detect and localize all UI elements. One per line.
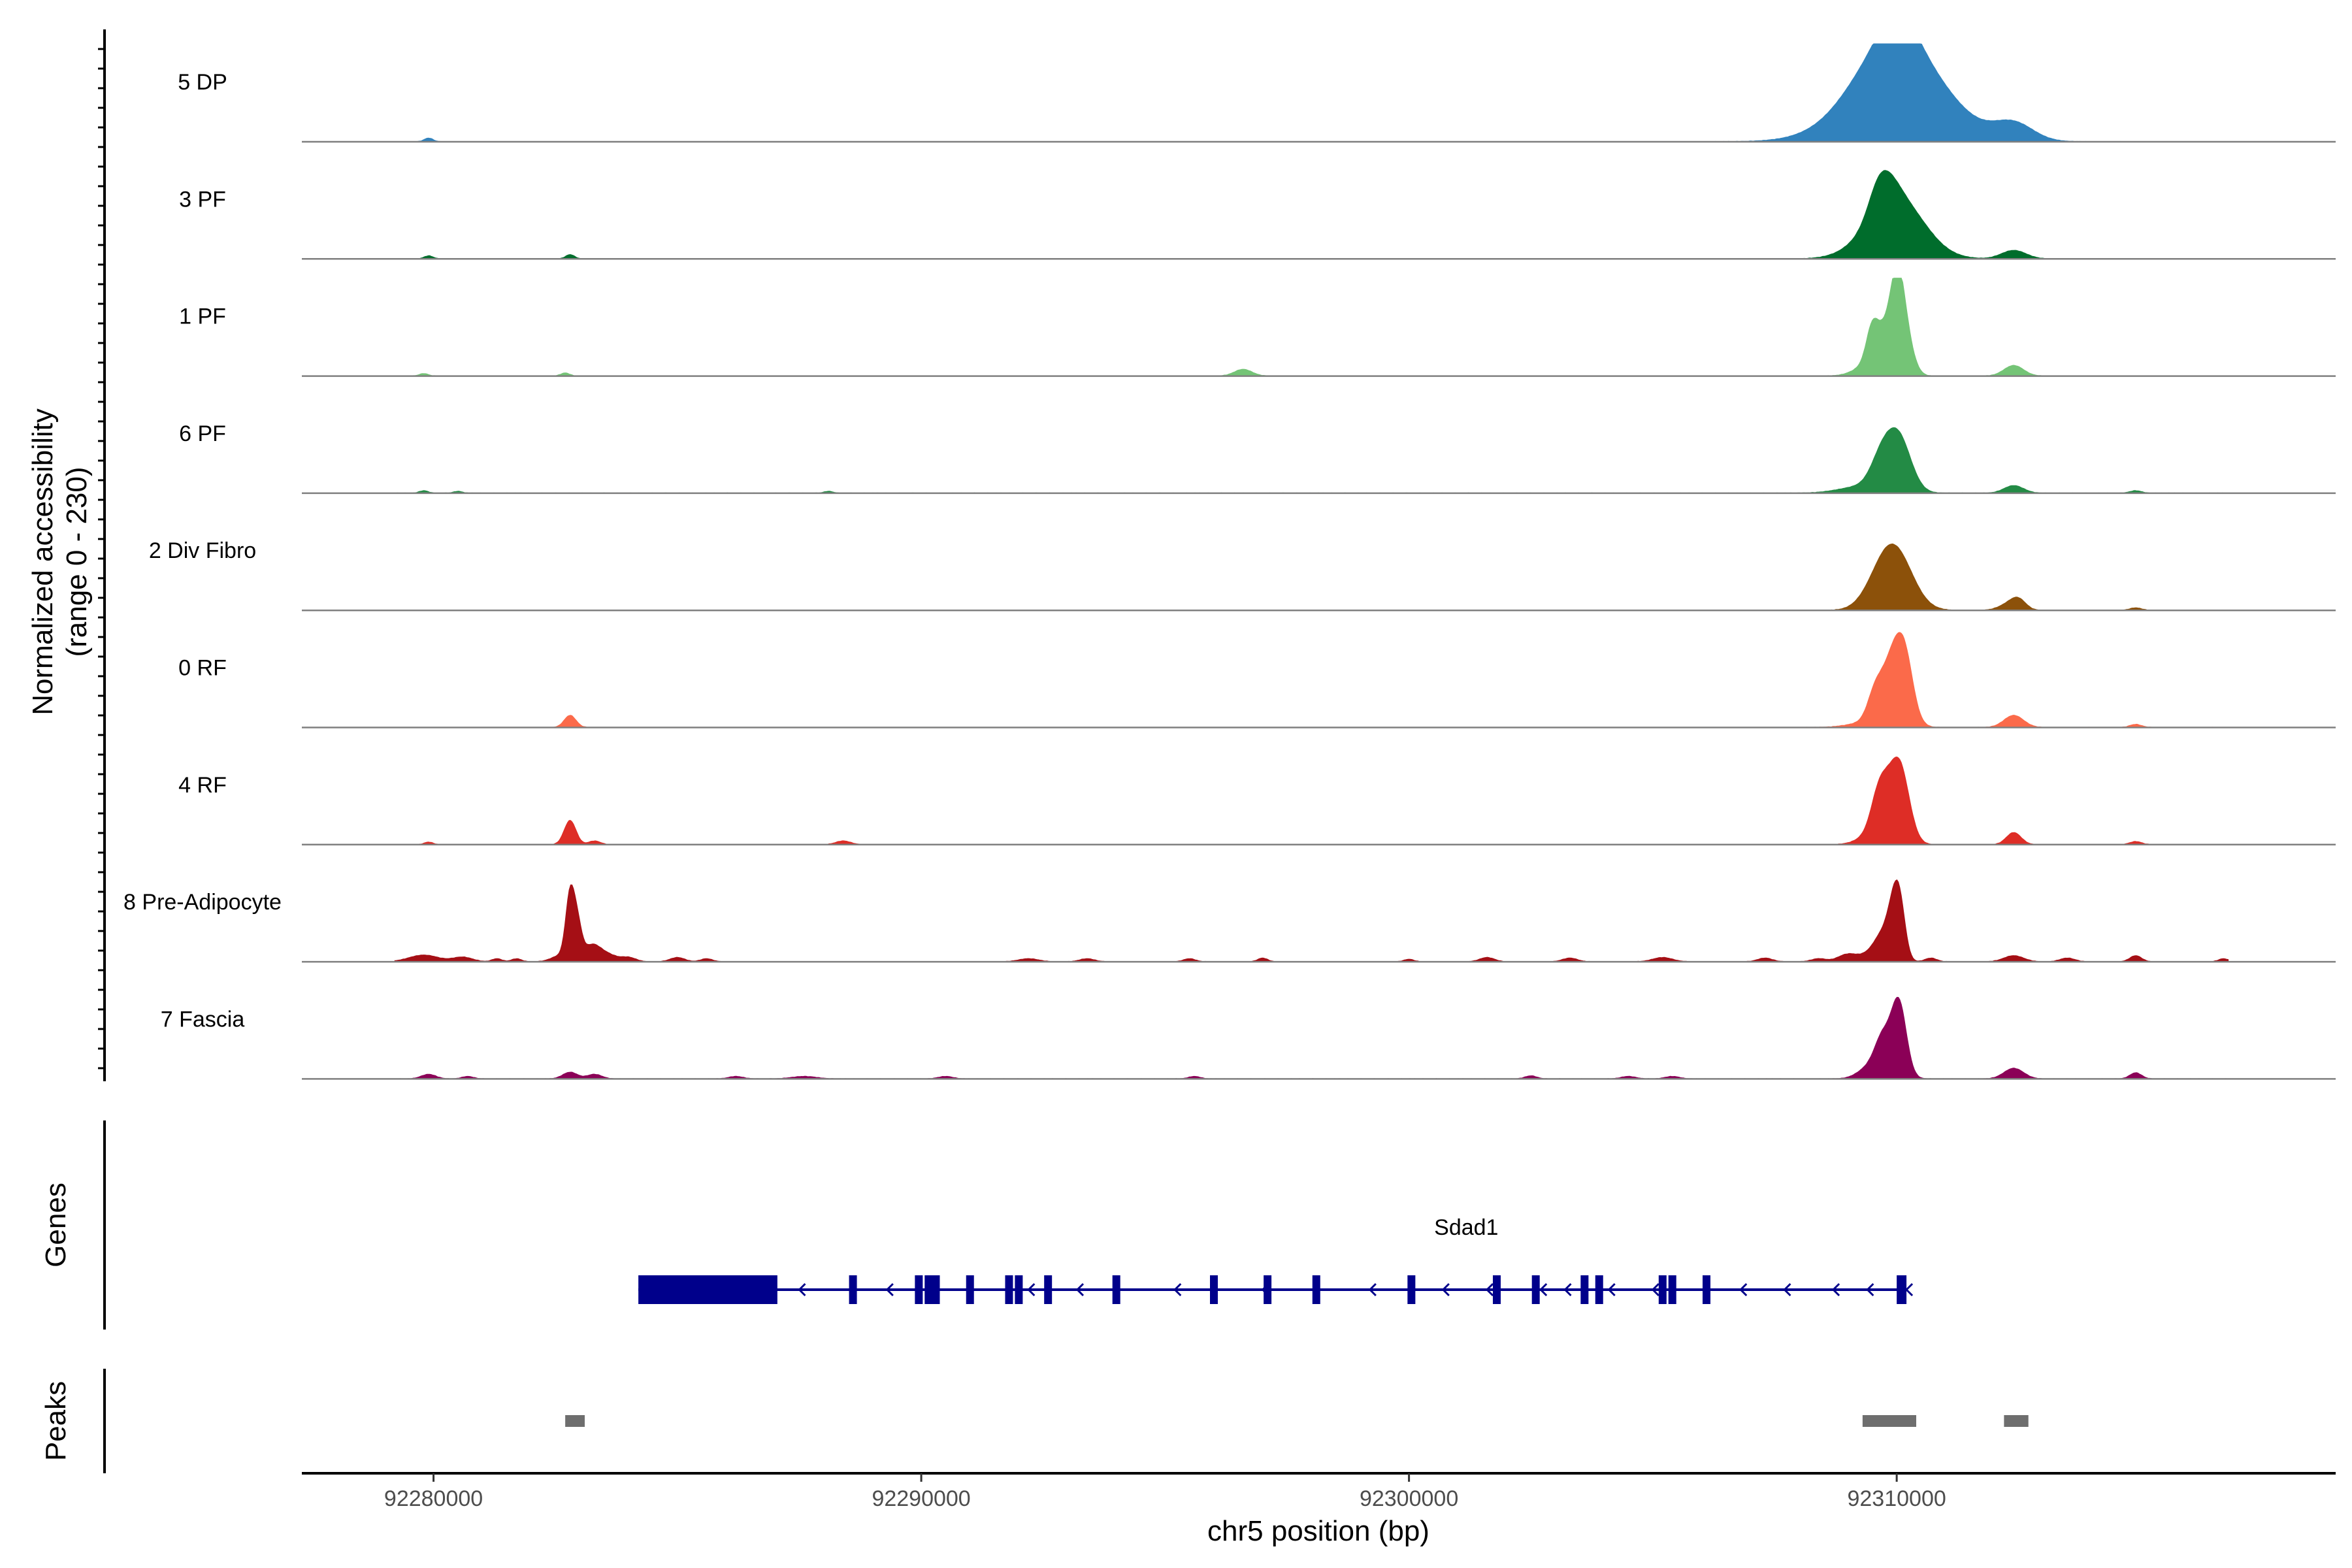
coverage-track: 4 RF bbox=[178, 756, 2336, 846]
x-axis-ticks: 92280000 92290000 92300000 92310000 bbox=[384, 1473, 1946, 1511]
gene-exon bbox=[1112, 1275, 1120, 1304]
track-label: 1 PF bbox=[179, 304, 226, 329]
strand-arrow bbox=[1607, 1282, 1616, 1297]
gene-utr-block bbox=[638, 1275, 777, 1304]
gene-exon bbox=[1209, 1275, 1218, 1304]
gene-exon bbox=[932, 1275, 940, 1304]
coverage-track: 7 Fascia bbox=[161, 996, 2336, 1080]
gene-exon bbox=[1312, 1275, 1320, 1304]
coverage-tracks: 5 DP 3 PF 1 PF 6 PF 2 Div Fibro 0 RF 4 RF 8 Pre… bbox=[123, 43, 2336, 1080]
genes-track-title: Genes bbox=[40, 1183, 72, 1267]
x-axis-title: chr5 position (bp) bbox=[1207, 1515, 1429, 1547]
gene-exon bbox=[1044, 1275, 1053, 1304]
called-peaks-track bbox=[565, 1415, 2029, 1427]
track-label: 5 DP bbox=[178, 70, 227, 95]
gene-exon bbox=[1015, 1275, 1023, 1304]
gene-exon bbox=[1668, 1275, 1676, 1304]
strand-arrow bbox=[1075, 1282, 1085, 1297]
gene-exon bbox=[1658, 1275, 1667, 1304]
track-label: 8 Pre-Adipocyte bbox=[123, 890, 282, 915]
x-tick-label: 92280000 bbox=[384, 1486, 483, 1511]
peaks-track-title: Peaks bbox=[40, 1381, 72, 1461]
strand-arrow bbox=[1904, 1282, 1914, 1297]
strand-arrow bbox=[885, 1282, 894, 1297]
strand-arrow bbox=[1563, 1282, 1572, 1297]
gene-exon bbox=[1407, 1275, 1416, 1304]
gene-exon bbox=[1580, 1275, 1589, 1304]
gene-exon bbox=[1005, 1275, 1013, 1304]
y-axis-title-line1: Normalized accessibility bbox=[27, 408, 59, 715]
gene-exon-block bbox=[1897, 1275, 1907, 1304]
coverage-track: 8 Pre-Adipocyte bbox=[123, 879, 2336, 963]
strand-arrow bbox=[1027, 1282, 1036, 1297]
track-label: 3 PF bbox=[179, 187, 226, 212]
strand-arrow bbox=[1485, 1282, 1494, 1297]
gene-exon bbox=[1492, 1275, 1501, 1304]
gene-exon bbox=[1595, 1275, 1603, 1304]
x-tick-label: 92310000 bbox=[1847, 1486, 1946, 1511]
called-peak bbox=[2004, 1415, 2029, 1427]
coverage-track: 2 Div Fibro bbox=[149, 538, 2336, 612]
track-label: 6 PF bbox=[179, 421, 226, 446]
strand-arrow bbox=[1831, 1282, 1840, 1297]
strand-arrow bbox=[1539, 1282, 1548, 1297]
strand-arrow bbox=[1441, 1282, 1450, 1297]
called-peak bbox=[1862, 1415, 1916, 1427]
track-label: 4 RF bbox=[178, 773, 227, 798]
strand-arrow bbox=[1739, 1282, 1748, 1297]
strand-arrow bbox=[1651, 1282, 1659, 1297]
gene-exon bbox=[924, 1275, 933, 1304]
gene-model: Sdad1 bbox=[638, 1215, 1914, 1304]
coverage-track: 3 PF bbox=[179, 170, 2336, 260]
strand-arrow bbox=[1173, 1282, 1182, 1297]
strand-arrow bbox=[1261, 1282, 1269, 1297]
gene-exon bbox=[1531, 1275, 1540, 1304]
strand-arrow bbox=[1368, 1282, 1377, 1297]
gene-exon bbox=[915, 1275, 923, 1304]
y-axis-title-line2: (range 0 - 230) bbox=[61, 466, 93, 657]
coverage-track: 5 DP bbox=[178, 43, 2336, 143]
gene-annotation-track: Sdad1 bbox=[638, 1215, 1914, 1304]
gene-name-label: Sdad1 bbox=[1434, 1215, 1498, 1240]
strand-arrow bbox=[798, 1282, 806, 1297]
track-label: 7 Fascia bbox=[161, 1007, 245, 1032]
called-peak bbox=[565, 1415, 585, 1427]
track-label: 2 Div Fibro bbox=[149, 538, 256, 563]
gene-exon bbox=[1702, 1275, 1710, 1304]
x-tick-label: 92290000 bbox=[872, 1486, 970, 1511]
gene-exon bbox=[849, 1275, 857, 1304]
coverage-track: 0 RF bbox=[178, 632, 2336, 728]
strand-arrow bbox=[1783, 1282, 1791, 1297]
gene-exon bbox=[1264, 1275, 1272, 1304]
coverage-track: 1 PF bbox=[179, 278, 2336, 377]
x-tick-label: 92300000 bbox=[1360, 1486, 1458, 1511]
strand-arrow bbox=[1866, 1282, 1874, 1297]
y-axis-title: Normalized accessibility (range 0 - 230) bbox=[27, 408, 93, 715]
track-label: 0 RF bbox=[178, 656, 227, 681]
coverage-y-axis-ticks bbox=[98, 48, 105, 1070]
coverage-track: 6 PF bbox=[179, 421, 2336, 495]
gene-exon bbox=[966, 1275, 974, 1304]
